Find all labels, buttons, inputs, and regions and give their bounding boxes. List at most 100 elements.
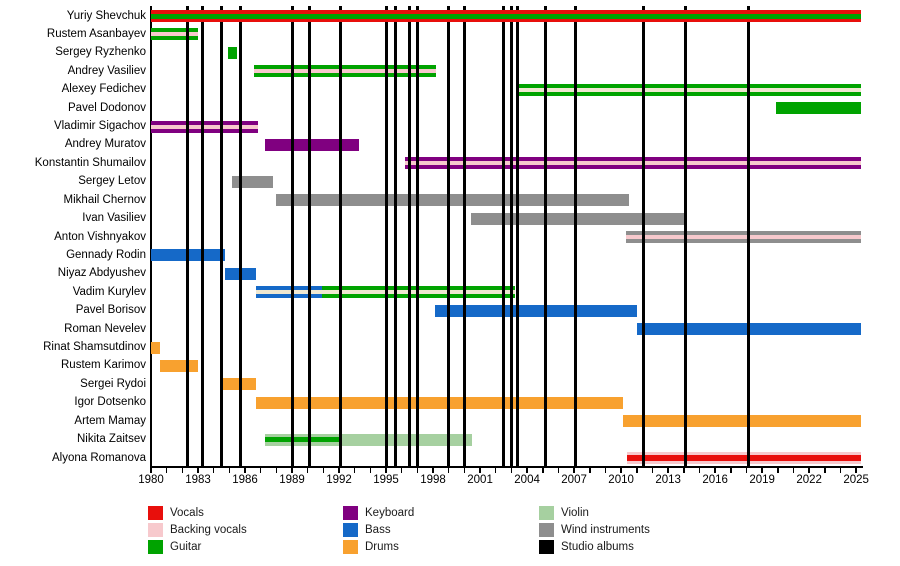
x-axis-tick (808, 468, 810, 473)
member-bar (622, 415, 861, 428)
x-axis-label: 1995 (373, 474, 399, 486)
x-axis-tick (197, 468, 199, 473)
bar-stripe (627, 455, 861, 462)
x-axis-tick (291, 468, 293, 473)
x-axis-tick (620, 468, 622, 473)
member-bar (627, 452, 861, 465)
x-axis-tick (824, 468, 826, 473)
bar-stripe (404, 161, 861, 166)
bar-stripe (151, 13, 861, 19)
member-bar (232, 175, 274, 188)
member-bar (265, 138, 360, 151)
legend-swatch-drums (343, 540, 358, 554)
member-bar (434, 304, 637, 317)
studio-album-line (408, 6, 412, 467)
member-label: Vladimir Sigachov (53, 120, 146, 133)
x-axis-tick (275, 468, 278, 473)
x-axis-tick (322, 468, 325, 473)
studio-album-line (415, 6, 419, 467)
legend-swatch-bass (343, 523, 358, 537)
studio-album-line (185, 6, 189, 467)
x-axis-label: 2019 (749, 474, 775, 486)
x-axis-tick (385, 468, 387, 473)
studio-album-line (462, 6, 466, 467)
legend-label: Wind instruments (561, 524, 650, 536)
x-axis-tick (306, 468, 309, 473)
x-axis-tick (839, 468, 842, 473)
member-bar (517, 83, 861, 96)
legend-label: Backing vocals (170, 524, 247, 536)
bar-stripe (517, 87, 861, 92)
x-axis-tick (494, 468, 497, 473)
member-label: Yuriy Shevchuk (66, 9, 146, 22)
x-axis-tick (636, 468, 638, 473)
x-axis-tick (463, 468, 466, 473)
member-bar (151, 28, 198, 41)
member-label: Roman Nevelev (64, 322, 146, 335)
x-axis-label: 2013 (655, 474, 681, 486)
x-axis-tick (244, 468, 246, 473)
member-bar (151, 341, 161, 354)
studio-album-line (641, 6, 645, 467)
x-axis-tick (338, 468, 340, 473)
x-axis-tick (212, 468, 215, 473)
x-axis-tick (447, 468, 450, 473)
member-label: Rustem Karimov (61, 359, 146, 372)
member-bar (625, 231, 861, 244)
x-axis-label: 1980 (138, 474, 164, 486)
member-bar (470, 212, 684, 225)
x-axis-tick (416, 468, 419, 473)
member-bar (219, 378, 256, 391)
member-label: Anton Vishnyakov (54, 230, 146, 243)
studio-album-line (509, 6, 513, 467)
x-axis-label: 2007 (561, 474, 587, 486)
studio-album-line (447, 6, 451, 467)
x-axis-tick (855, 468, 857, 473)
studio-album-line (238, 6, 242, 467)
x-axis-tick (777, 468, 779, 473)
bar-stripe (254, 69, 437, 74)
legend-label: Drums (365, 541, 399, 553)
x-axis-tick (573, 468, 575, 473)
member-label: Vadim Kurylev (72, 285, 146, 298)
x-axis-tick (400, 468, 403, 473)
member-label: Rinat Shamsutdinov (43, 341, 146, 354)
y-axis-line (149, 6, 152, 467)
member-label: Nikita Zaitsev (76, 433, 146, 446)
bar-stripe (255, 290, 322, 295)
x-axis-tick (792, 468, 795, 473)
bar-stripe (151, 124, 258, 129)
x-axis-tick (761, 468, 763, 473)
studio-album-line (201, 6, 205, 467)
legend-label: Vocals (170, 507, 204, 519)
studio-album-line (746, 6, 750, 467)
x-axis-tick (259, 468, 262, 473)
x-axis-label: 1989 (279, 474, 305, 486)
member-label: Igor Dotsenko (74, 396, 146, 409)
member-label: Alexey Fedichev (61, 83, 146, 96)
x-axis-tick (479, 468, 481, 473)
legend-label: Studio albums (561, 541, 634, 553)
x-axis-tick (745, 468, 748, 473)
member-bar (276, 194, 629, 207)
studio-album-line (574, 6, 578, 467)
legend-swatch-vocals (148, 506, 163, 520)
member-bar (160, 359, 198, 372)
x-axis-tick (557, 468, 560, 473)
legend-swatch-studio_albums (539, 540, 554, 554)
x-axis-tick (589, 468, 591, 473)
studio-album-line (290, 6, 294, 467)
member-label: Niyaz Abdyushev (57, 267, 146, 280)
member-label: Sergey Letov (78, 175, 146, 188)
member-label: Sergey Ryzhenko (55, 46, 146, 59)
member-label: Sergei Rydoi (80, 377, 146, 390)
studio-album-line (502, 6, 506, 467)
legend-label: Guitar (170, 541, 202, 553)
studio-album-line (220, 6, 223, 467)
legend-swatch-keyboard (343, 506, 358, 520)
member-label: Ivan Vasiliev (82, 212, 146, 225)
x-axis-label: 2022 (796, 474, 822, 486)
member-bar (255, 286, 322, 299)
member-bar (776, 102, 861, 115)
